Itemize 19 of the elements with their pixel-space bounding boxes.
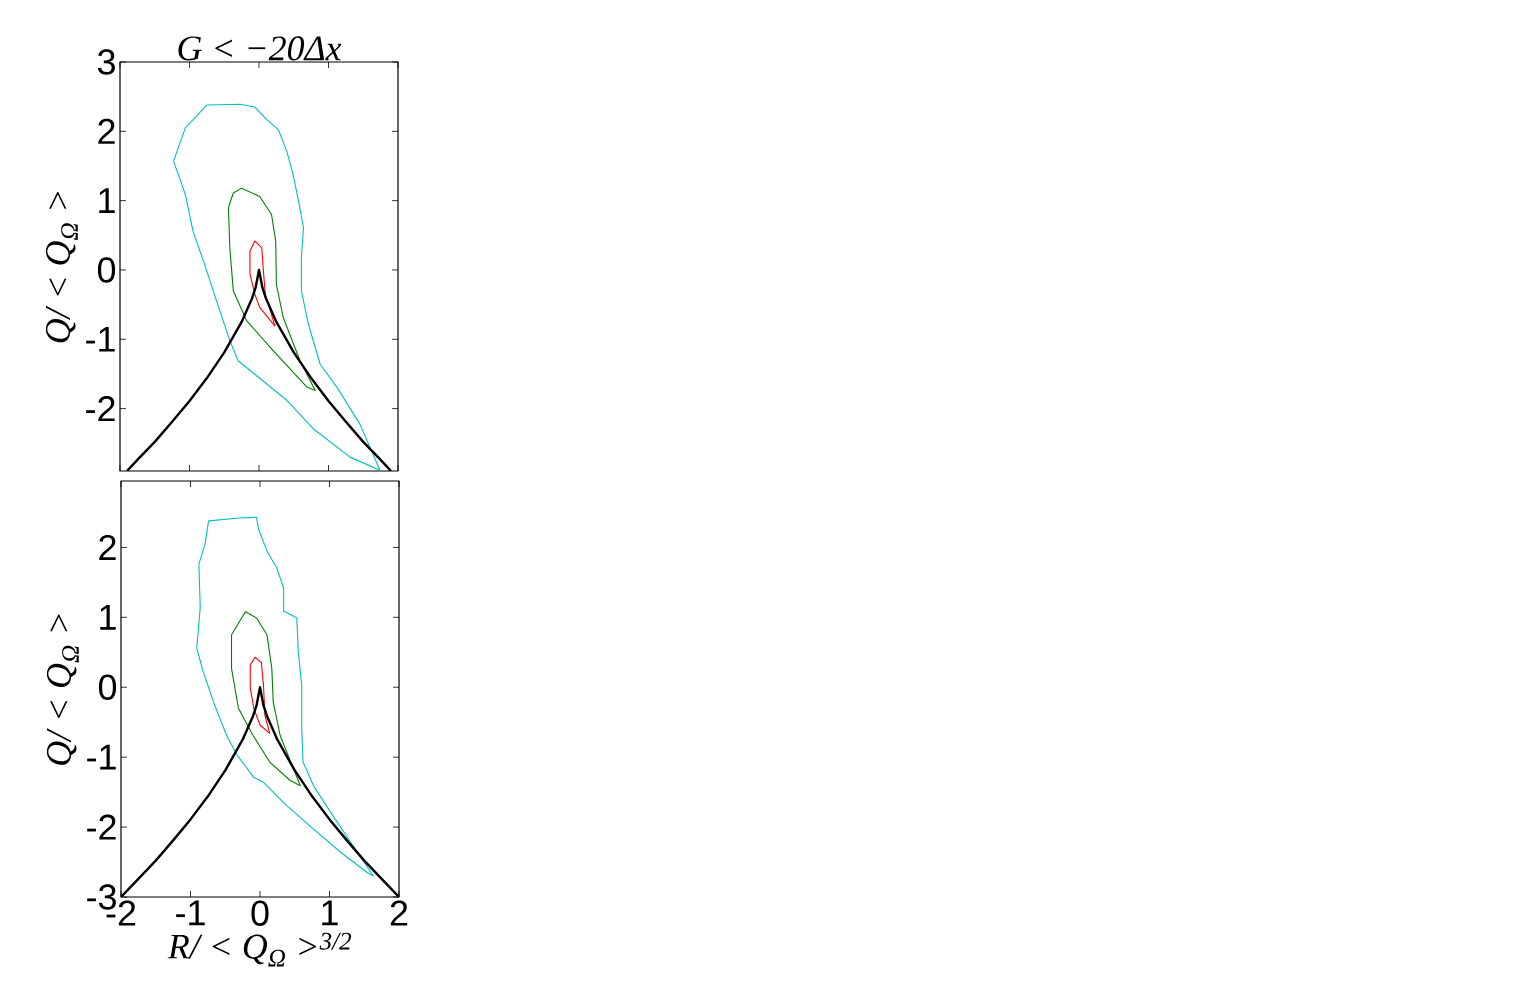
y-tick-label: 2 xyxy=(98,118,115,144)
y-tick-label: -2 xyxy=(87,814,116,840)
y-tick-label: 0 xyxy=(98,674,117,700)
y-tick-label: 3 xyxy=(97,49,115,75)
y-tick-label: 1 xyxy=(99,188,115,213)
y-tick-label: -2 xyxy=(86,396,115,422)
y-tick-label: -1 xyxy=(87,744,116,770)
chart-title: G < −20Δx xyxy=(178,36,342,61)
x-tick-label: 1 xyxy=(322,900,338,926)
x-axis-title: R/ < Q$_{Ω}$ >$^{3/2}$ xyxy=(167,932,352,967)
y-tick-label: 0 xyxy=(97,257,116,283)
y-tick-label: -1 xyxy=(86,326,115,352)
y-tick-label: 2 xyxy=(99,534,116,560)
y-tick-label: 1 xyxy=(100,604,116,630)
x-tick-label: 2 xyxy=(390,900,408,926)
y-axis-title: Q/ < Q$_{Ω}$ > xyxy=(46,614,79,765)
y-axis-title: Q/ < Q$_{Ω}$ > xyxy=(45,192,78,343)
x-tick-label: 0 xyxy=(251,900,269,926)
x-tick-label: -1 xyxy=(176,900,205,926)
